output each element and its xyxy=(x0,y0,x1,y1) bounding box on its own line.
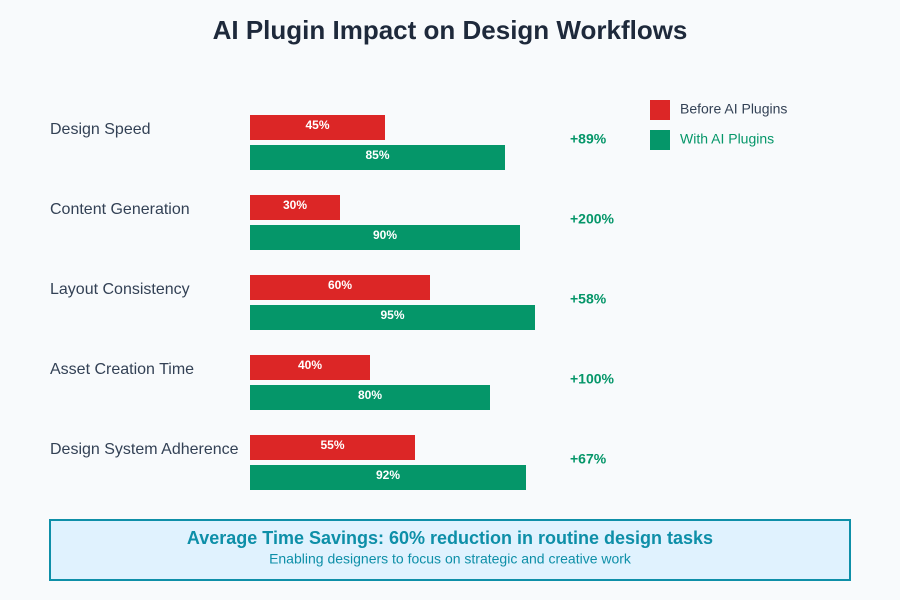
bar xyxy=(250,195,340,220)
value-label: 60% xyxy=(328,278,352,292)
value-label: 80% xyxy=(358,388,382,402)
bar xyxy=(250,145,505,170)
summary-box xyxy=(49,519,851,581)
value-label: 40% xyxy=(298,358,322,372)
chart-title: AI Plugin Impact on Design Workflows xyxy=(213,15,688,45)
bar xyxy=(250,275,430,300)
bar xyxy=(250,305,535,330)
change-label: +58% xyxy=(570,291,607,307)
category-label: Asset Creation Time xyxy=(50,361,194,378)
category-label: Layout Consistency xyxy=(50,281,190,298)
value-label: 92% xyxy=(376,468,400,482)
legend-label: With AI Plugins xyxy=(680,131,774,147)
category-label: Design System Adherence xyxy=(50,441,239,458)
change-label: +100% xyxy=(570,371,615,387)
bar xyxy=(250,465,526,490)
summary-subtitle: Enabling designers to focus on strategic… xyxy=(269,551,632,567)
bar xyxy=(250,355,370,380)
value-label: 55% xyxy=(320,438,344,452)
value-label: 45% xyxy=(305,118,329,132)
bar xyxy=(250,385,490,410)
category-label: Content Generation xyxy=(50,201,190,218)
change-label: +67% xyxy=(570,451,607,467)
value-label: 95% xyxy=(380,308,404,322)
category-label: Design Speed xyxy=(50,121,151,138)
change-label: +200% xyxy=(570,211,615,227)
change-label: +89% xyxy=(570,131,607,147)
bar xyxy=(250,115,385,140)
legend-swatch xyxy=(650,100,670,120)
summary-title: Average Time Savings: 60% reduction in r… xyxy=(187,528,713,548)
legend-label: Before AI Plugins xyxy=(680,101,787,117)
value-label: 90% xyxy=(373,228,397,242)
legend-swatch xyxy=(650,130,670,150)
value-label: 85% xyxy=(365,148,389,162)
bar xyxy=(250,435,415,460)
bar xyxy=(250,225,520,250)
value-label: 30% xyxy=(283,198,307,212)
